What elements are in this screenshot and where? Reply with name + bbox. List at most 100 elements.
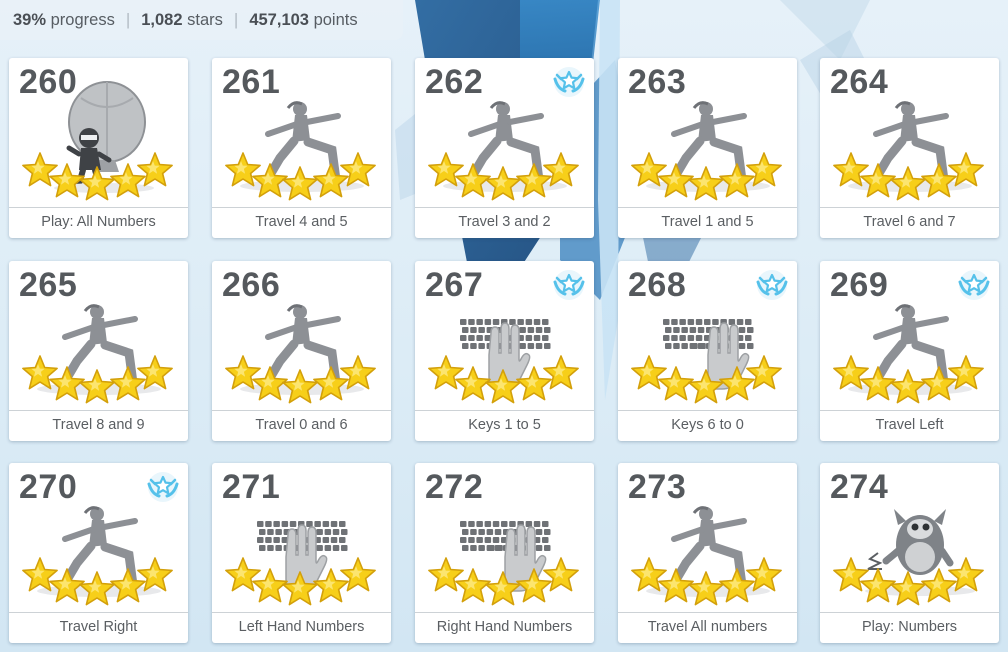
- star-highlight: [234, 161, 248, 174]
- lesson-card-269[interactable]: 269 Travel Left: [820, 261, 999, 441]
- star-highlight: [494, 175, 508, 188]
- star-rating: [225, 557, 376, 606]
- star-highlight: [899, 378, 913, 391]
- star-highlight: [755, 364, 769, 377]
- star-highlight: [291, 580, 305, 593]
- keyboard-right-hand-icon: [428, 521, 579, 606]
- star-highlight: [437, 566, 451, 579]
- keyboard-left-hand-icon: [428, 319, 579, 404]
- lesson-title: Travel Right: [59, 619, 138, 635]
- progress-label: progress: [50, 10, 115, 29]
- lesson-title: Travel 8 and 9: [52, 417, 145, 433]
- star-highlight: [755, 161, 769, 174]
- star-highlight: [957, 566, 971, 579]
- star-highlight: [349, 364, 363, 377]
- card-divider: [415, 410, 594, 411]
- yoga-pose-icon: [428, 101, 579, 201]
- star-highlight: [842, 566, 856, 579]
- star-highlight: [697, 175, 711, 188]
- lesson-number: 265: [19, 266, 78, 304]
- lesson-number: 267: [425, 266, 484, 304]
- lesson-number: 269: [830, 266, 889, 304]
- keyboard-left-hand-icon: [225, 521, 376, 606]
- star-rating: [428, 355, 579, 404]
- lesson-card-274[interactable]: 274 Play: Numbers: [820, 463, 999, 643]
- lesson-card-273[interactable]: 273 Travel All numbers: [618, 463, 797, 643]
- yoga-pose-icon: [833, 101, 984, 201]
- star-highlight: [525, 577, 539, 590]
- card-divider: [618, 612, 797, 613]
- mastery-badge-icon: [958, 270, 990, 300]
- lesson-title: Keys 6 to 0: [671, 417, 744, 433]
- card-divider: [820, 410, 999, 411]
- star-highlight: [552, 161, 566, 174]
- lesson-number: 263: [628, 63, 687, 101]
- card-divider: [415, 612, 594, 613]
- lesson-card-268[interactable]: 268 Keys 6 to 0: [618, 261, 797, 441]
- yoga-pose-icon: [833, 304, 984, 404]
- card-divider: [618, 207, 797, 208]
- star-rating: [22, 557, 173, 606]
- lesson-card-262[interactable]: 262 Travel 3 and 2: [415, 58, 594, 238]
- star-rating: [428, 152, 579, 201]
- star-highlight: [146, 566, 160, 579]
- lesson-card-272[interactable]: 272 Right Hand Numbers: [415, 463, 594, 643]
- star-highlight: [494, 580, 508, 593]
- star-highlight: [261, 577, 275, 590]
- yoga-pose-icon: [631, 506, 782, 606]
- star-highlight: [640, 161, 654, 174]
- card-divider: [212, 410, 391, 411]
- stats-divider: |: [125, 10, 131, 29]
- lesson-number: 271: [222, 468, 281, 506]
- yoga-pose-icon: [631, 101, 782, 201]
- star-highlight: [234, 566, 248, 579]
- star-highlight: [291, 378, 305, 391]
- yoga-pose-icon: [22, 506, 173, 606]
- card-divider: [415, 207, 594, 208]
- star-highlight: [322, 577, 336, 590]
- lesson-number: 260: [19, 63, 78, 101]
- star-rating: [428, 557, 579, 606]
- star-highlight: [842, 161, 856, 174]
- star-highlight: [58, 375, 72, 388]
- lesson-number: 261: [222, 63, 281, 101]
- star-highlight: [31, 566, 45, 579]
- star-highlight: [525, 172, 539, 185]
- star-highlight: [291, 175, 305, 188]
- star-highlight: [930, 375, 944, 388]
- star-highlight: [88, 175, 102, 188]
- star-highlight: [957, 161, 971, 174]
- card-divider: [9, 612, 188, 613]
- lesson-number: 264: [830, 63, 889, 101]
- lesson-card-265[interactable]: 265 Travel 8 and 9: [9, 261, 188, 441]
- lesson-title: Travel 0 and 6: [255, 417, 348, 433]
- lesson-card-266[interactable]: 266 Travel 0 and 6: [212, 261, 391, 441]
- mastery-badge-icon: [553, 270, 585, 300]
- lesson-number: 270: [19, 468, 78, 506]
- lesson-title: Travel 1 and 5: [661, 214, 754, 230]
- star-highlight: [957, 364, 971, 377]
- star-highlight: [899, 580, 913, 593]
- star-highlight: [88, 580, 102, 593]
- lesson-card-264[interactable]: 264 Travel 6 and 7: [820, 58, 999, 238]
- star-highlight: [728, 577, 742, 590]
- keyboard-right-hand-icon: [631, 319, 782, 404]
- star-highlight: [119, 577, 133, 590]
- star-highlight: [899, 175, 913, 188]
- lesson-card-271[interactable]: 271 Left Hand Numbers: [212, 463, 391, 643]
- card-divider: [618, 410, 797, 411]
- lesson-title: Left Hand Numbers: [238, 619, 365, 635]
- lesson-card-270[interactable]: 270 Travel Right: [9, 463, 188, 643]
- lesson-card-260[interactable]: 260 Play: All Numbers: [9, 58, 188, 238]
- star-highlight: [640, 566, 654, 579]
- stats-divider: |: [233, 10, 239, 29]
- lesson-card-267[interactable]: 267 Keys 1 to 5: [415, 261, 594, 441]
- card-divider: [9, 207, 188, 208]
- star-rating: [225, 152, 376, 201]
- star-highlight: [464, 172, 478, 185]
- lesson-card-261[interactable]: 261 Travel 4 and 5: [212, 58, 391, 238]
- lesson-card-263[interactable]: 263 Travel 1 and 5: [618, 58, 797, 238]
- lesson-title: Travel 6 and 7: [863, 214, 956, 230]
- lesson-number: 262: [425, 63, 484, 101]
- star-highlight: [349, 566, 363, 579]
